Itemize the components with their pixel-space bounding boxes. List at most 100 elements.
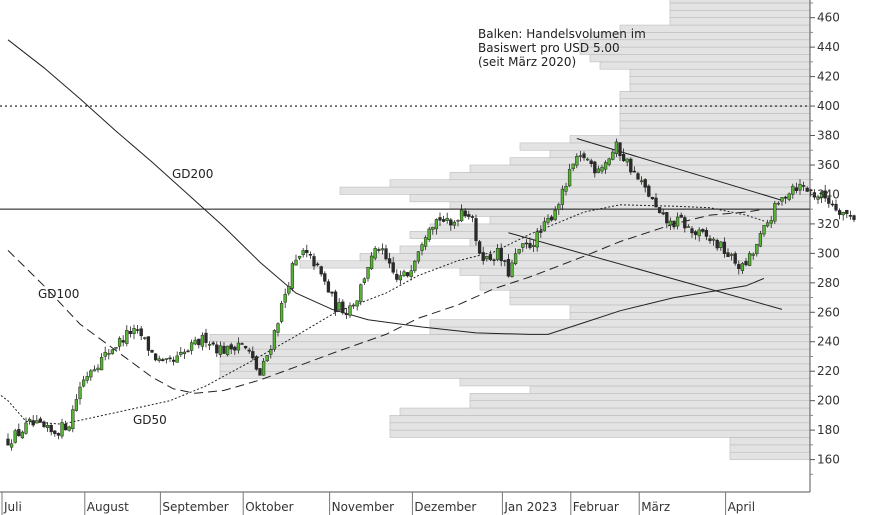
candle — [495, 248, 500, 260]
candle — [751, 253, 755, 256]
candle — [510, 262, 514, 277]
y-tick-label: 380 — [817, 129, 840, 143]
trend-line — [508, 232, 783, 310]
volume-bar — [409, 194, 811, 203]
candle — [204, 332, 208, 343]
candle — [366, 266, 370, 279]
candle — [215, 344, 219, 354]
volume-bar — [219, 356, 811, 365]
y-tick-label: 440 — [817, 40, 840, 54]
candle — [35, 420, 39, 424]
candle — [524, 242, 529, 245]
y-tick-label: 460 — [817, 11, 840, 25]
x-tick-label: August — [87, 500, 129, 514]
candle — [452, 221, 457, 226]
annotation-line-3: (seit März 2020) — [478, 55, 576, 69]
candle — [845, 209, 849, 214]
volume-bar — [399, 245, 811, 254]
candle — [380, 248, 385, 251]
candle — [146, 336, 151, 351]
y-tick-label: 420 — [817, 70, 840, 84]
candle — [769, 220, 773, 224]
volume-bar — [449, 201, 811, 210]
candle — [218, 345, 223, 355]
candle — [431, 226, 435, 230]
candle — [672, 220, 676, 228]
trend-line — [576, 137, 783, 201]
candle — [53, 430, 57, 434]
candle — [193, 339, 197, 345]
candle — [207, 344, 212, 346]
candle — [827, 197, 831, 204]
volume-bar — [219, 341, 811, 350]
candle — [143, 337, 147, 339]
candle — [463, 210, 467, 217]
volume-bar — [339, 186, 811, 195]
candle — [243, 345, 248, 349]
candle — [611, 151, 615, 160]
volume-bar — [619, 24, 811, 33]
candle — [99, 357, 104, 371]
candle — [632, 170, 637, 173]
candle — [121, 340, 125, 343]
candle — [596, 168, 601, 173]
candle — [96, 367, 100, 371]
volume-bar — [459, 378, 811, 387]
volume-bar — [389, 415, 811, 424]
volume-bar — [599, 61, 811, 70]
candle — [776, 202, 781, 205]
candle — [643, 179, 647, 188]
candle — [506, 258, 511, 277]
candle — [549, 216, 554, 221]
candle — [650, 196, 655, 200]
volume-bar — [479, 282, 811, 291]
volume-bar — [729, 437, 811, 446]
volume-bar — [589, 54, 811, 63]
candle — [211, 342, 215, 345]
axes: 160 180 200 220 240 260 280 300 320 340 360 380 400 4… — [0, 0, 840, 515]
candle — [297, 255, 302, 259]
candle — [89, 370, 93, 378]
candle — [251, 351, 255, 359]
candle — [474, 218, 478, 241]
candle — [330, 291, 334, 294]
candle — [161, 359, 165, 362]
candle — [60, 422, 64, 437]
volume-bar — [509, 289, 811, 298]
candle — [186, 350, 190, 353]
candle — [621, 153, 626, 161]
candle — [690, 228, 694, 234]
candle — [740, 263, 745, 271]
candle — [715, 240, 719, 249]
y-tick-label: 400 — [817, 99, 840, 113]
volume-bar — [549, 149, 811, 158]
candle — [513, 253, 518, 265]
y-tick-label: 220 — [817, 364, 840, 378]
candle — [301, 250, 305, 256]
candle — [283, 293, 287, 303]
y-tick-label: 280 — [817, 276, 840, 290]
volume-bar — [619, 98, 811, 107]
volume-bar — [669, 17, 811, 26]
candle — [236, 342, 241, 351]
candle — [402, 271, 406, 277]
candle — [103, 351, 107, 357]
volume-bar — [219, 363, 811, 372]
candle — [654, 197, 658, 208]
candle — [704, 230, 709, 237]
candle — [398, 275, 403, 281]
candle — [276, 323, 280, 333]
candle — [31, 420, 35, 426]
volume-bar — [429, 223, 811, 232]
volume-bar — [569, 311, 811, 320]
candle — [45, 425, 50, 428]
volume-bar — [629, 68, 811, 77]
candle — [78, 386, 82, 400]
candle — [132, 328, 136, 334]
candle — [539, 230, 543, 233]
candle — [405, 272, 410, 277]
volume-bar — [669, 2, 811, 11]
candle — [503, 260, 507, 262]
volume-bar — [569, 135, 811, 144]
candle — [737, 264, 741, 269]
